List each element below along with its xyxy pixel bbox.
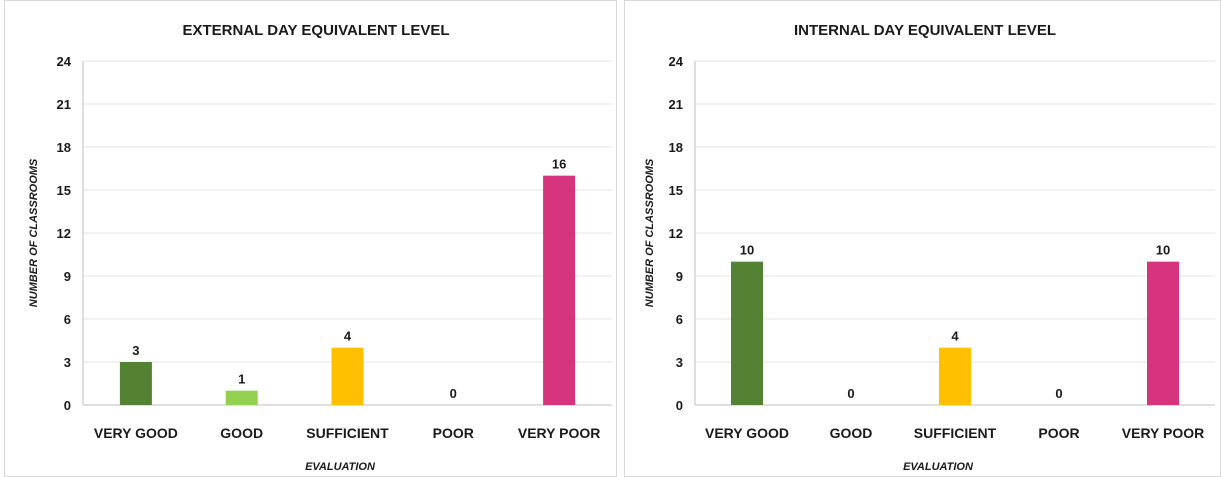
x-category-label: VERY POOR: [1122, 425, 1204, 441]
data-label: 4: [344, 329, 352, 344]
bar-very-poor: [1147, 261, 1179, 405]
x-category-label: VERY POOR: [518, 425, 600, 441]
y-tick-label: 15: [669, 183, 683, 198]
data-label: 3: [132, 343, 139, 358]
bar-good: [225, 390, 258, 405]
y-tick-label: 9: [676, 269, 683, 284]
data-label: 10: [740, 243, 754, 258]
x-category-label: VERY GOOD: [705, 425, 789, 441]
data-label: 10: [1156, 243, 1170, 258]
y-tick-label: 9: [64, 269, 71, 284]
x-category-label: GOOD: [220, 425, 263, 441]
y-tick-label: 6: [64, 312, 71, 327]
bar-sufficient: [331, 347, 364, 405]
y-axis-title: NUMBER OF CLASSROOMS: [28, 158, 40, 307]
bar-sufficient: [939, 347, 971, 405]
x-category-label: SUFFICIENT: [306, 425, 389, 441]
chart-title: EXTERNAL DAY EQUIVALENT LEVEL: [183, 22, 450, 39]
y-tick-label: 24: [669, 54, 684, 69]
bar-very-poor: [543, 175, 576, 405]
y-tick-label: 12: [669, 226, 683, 241]
data-label: 0: [1055, 386, 1062, 401]
chart-title: INTERNAL DAY EQUIVALENT LEVEL: [794, 22, 1056, 39]
y-tick-label: 18: [57, 140, 71, 155]
internal-day-chart-panel: INTERNAL DAY EQUIVALENT LEVEL 0 3 6 9 12 15 18 2…: [624, 0, 1221, 477]
y-tick-label: 21: [669, 97, 683, 112]
y-tick-label: 18: [669, 140, 683, 155]
bar-very-good: [119, 362, 152, 405]
data-label: 0: [847, 386, 854, 401]
y-tick-label: 21: [57, 97, 71, 112]
x-axis-title: EVALUATION: [903, 461, 974, 473]
internal-day-bar-chart: INTERNAL DAY EQUIVALENT LEVEL 0 3 6 9 12 15 18 2…: [644, 22, 1215, 473]
x-category-label: SUFFICIENT: [914, 425, 997, 441]
data-label: 4: [951, 329, 959, 344]
y-tick-label: 15: [57, 183, 71, 198]
y-tick-label: 3: [676, 355, 683, 370]
y-tick-label: 0: [676, 398, 683, 413]
y-tick-label: 24: [57, 54, 72, 69]
y-tick-label: 0: [64, 398, 71, 413]
x-category-label: VERY GOOD: [94, 425, 178, 441]
bar-very-good: [731, 261, 763, 405]
y-tick-label: 3: [64, 355, 71, 370]
data-label: 1: [238, 372, 245, 387]
data-label: 16: [552, 157, 566, 172]
x-axis-title: EVALUATION: [305, 461, 376, 473]
external-day-chart-panel: EXTERNAL DAY EQUIVALENT LEVEL 0 3 6 9 12 15 18 2…: [4, 0, 617, 477]
data-label: 0: [450, 386, 457, 401]
y-tick-label: 6: [676, 312, 683, 327]
y-axis-title: NUMBER OF CLASSROOMS: [644, 158, 656, 307]
x-category-label: POOR: [1038, 425, 1079, 441]
x-category-label: POOR: [433, 425, 474, 441]
external-day-bar-chart: EXTERNAL DAY EQUIVALENT LEVEL 0 3 6 9 12 15 18 2…: [28, 22, 612, 473]
x-category-label: GOOD: [830, 425, 873, 441]
y-tick-label: 12: [57, 226, 71, 241]
